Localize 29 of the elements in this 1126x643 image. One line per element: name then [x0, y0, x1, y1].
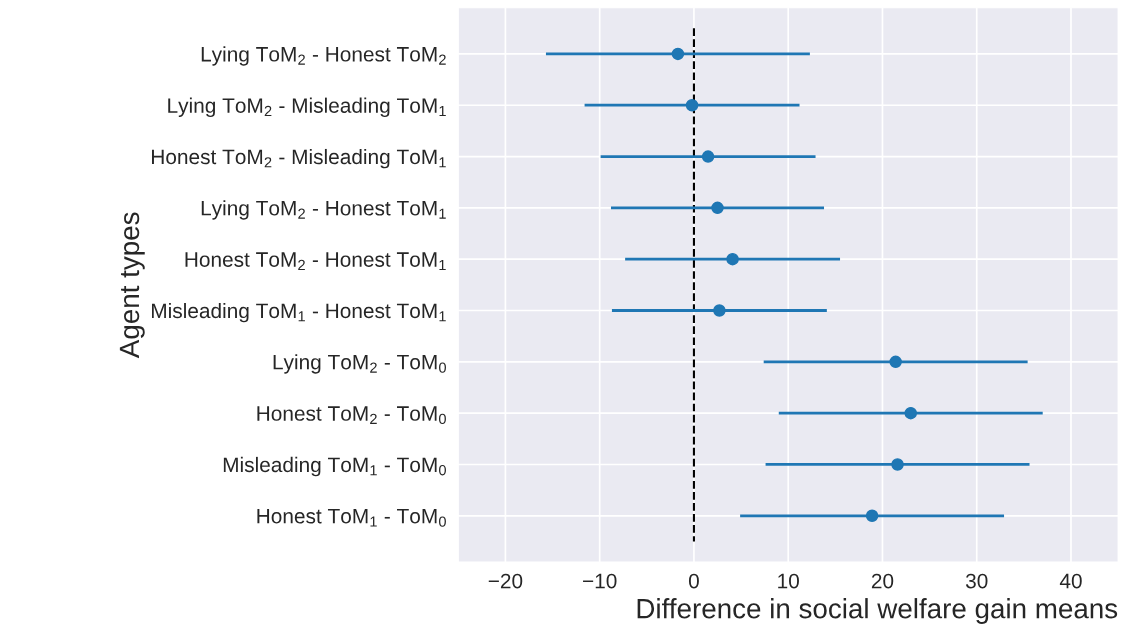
y-tick-label: Lying ToM$_{2}$ - Misleading ToM$_{1}$	[168, 97, 446, 118]
x-tick-label: 0	[688, 573, 699, 589]
point	[891, 458, 904, 471]
y-tick-label: Honest ToM$_{2}$ - ToM$_{0}$	[257, 406, 446, 425]
point	[865, 509, 879, 523]
x-tick-label: −20	[488, 573, 523, 589]
y-tick-label: Misleading ToM$_{1}$ - Honest ToM$_{1}$	[152, 302, 446, 323]
y-tick-label: Misleading ToM$_{1}$ - ToM$_{0}$	[223, 456, 446, 477]
point	[713, 304, 726, 317]
point	[711, 201, 724, 215]
x-axis-title: Difference in social welfare gain means	[637, 598, 1118, 624]
y-tick-label: Lying ToM$_{2}$ - ToM$_{0}$	[273, 354, 446, 374]
x-tick-label: 40	[1059, 573, 1082, 589]
y-tick-label: Honest ToM$_{1}$ - ToM$_{0}$	[257, 508, 446, 527]
y-tick-label: Lying ToM$_{2}$ - Honest ToM$_{1}$	[201, 200, 446, 220]
x-tick-label: −10	[583, 573, 617, 589]
point	[889, 355, 902, 369]
y-tick-label: Honest ToM$_{2}$ - Misleading ToM$_{1}$	[152, 148, 446, 169]
x-tick-label: 10	[778, 573, 799, 589]
y-tick-label: Honest ToM$_{2}$ - Honest ToM$_{1}$	[185, 252, 446, 270]
x-tick-label: 20	[871, 573, 894, 589]
point	[701, 150, 715, 163]
y-axis-title: Agent types	[119, 212, 145, 359]
point	[904, 406, 917, 420]
point	[671, 47, 685, 61]
x-tick-label: 30	[965, 573, 988, 589]
point	[726, 252, 739, 266]
y-tick-label: Lying ToM$_{2}$ - Honest ToM$_{2}$	[201, 46, 446, 66]
point	[685, 98, 699, 112]
